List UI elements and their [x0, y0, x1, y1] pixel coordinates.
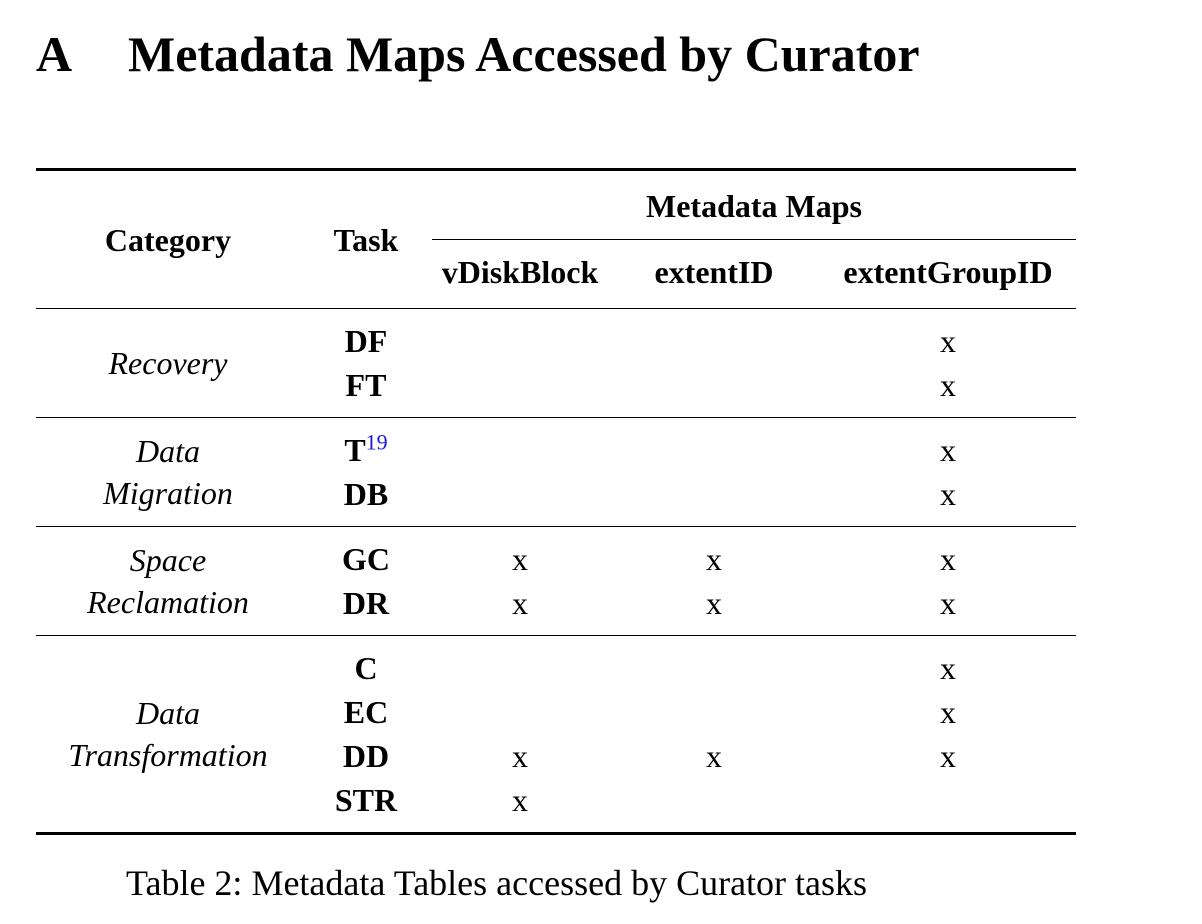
header-group-label: Metadata Maps	[646, 187, 862, 224]
table-group-row: Space Reclamation GC DR x x x x x x	[36, 526, 1077, 636]
category-label: Transformation	[68, 737, 268, 773]
access-mark: x	[512, 585, 528, 621]
task-name: EC	[343, 694, 389, 730]
access-mark: x	[940, 541, 956, 577]
section-title: Metadata Maps Accessed by Curator	[128, 26, 920, 82]
map-column-cell: x	[608, 635, 820, 835]
access-mark: x	[706, 585, 722, 621]
map-column-cell	[432, 417, 608, 527]
map-column-cell	[608, 417, 820, 527]
task-name: STR	[334, 782, 398, 818]
access-mark: x	[512, 782, 528, 818]
access-mark: x	[940, 694, 956, 730]
task-label: DF	[345, 319, 388, 363]
header-vdiskblock: vDiskBlock	[441, 253, 599, 290]
metadata-maps-table: Category Task Metadata Maps vDiskBlock e…	[36, 168, 1077, 835]
access-mark: x	[512, 738, 528, 774]
header-extentid: extentID	[654, 253, 774, 290]
access-mark: x	[940, 650, 956, 686]
task-label: T19	[344, 428, 387, 472]
header-row-top: Category Task Metadata Maps	[36, 169, 1077, 258]
table-group-row: Recovery DF FT x x	[36, 308, 1077, 418]
access-mark: x	[940, 476, 956, 512]
header-task: Task	[333, 222, 399, 258]
access-mark: x	[706, 738, 722, 774]
table-group-row: Data Migration T19 DB x x	[36, 417, 1077, 527]
map-column-cell	[608, 308, 820, 418]
task-name: T	[344, 432, 366, 468]
table-group-row: Data Transformation C EC DD STR x x x x x x	[36, 635, 1077, 835]
category-label: Data	[136, 695, 200, 731]
task-label: DR	[343, 581, 389, 625]
header-metadata-maps: Metadata Maps	[432, 169, 1077, 240]
category-label: Reclamation	[87, 584, 249, 620]
category-label: Space	[129, 542, 207, 578]
table-body: Recovery DF FT x x Data Migration T19 DB x x Space R…	[36, 308, 1077, 835]
metadata-maps-table-container: Category Task Metadata Maps vDiskBlock e…	[36, 168, 1077, 835]
task-label: STR	[335, 778, 397, 822]
header-category: Category	[104, 222, 232, 258]
task-cell: T19 DB	[300, 417, 432, 527]
category-cell: Space Reclamation	[36, 526, 300, 636]
task-name: DF	[344, 323, 388, 359]
task-label: DD	[343, 734, 389, 778]
access-mark: x	[706, 541, 722, 577]
access-mark: x	[512, 541, 528, 577]
footnote-link[interactable]: 19	[365, 429, 388, 455]
section-number: A	[36, 26, 73, 82]
access-mark: x	[940, 367, 956, 403]
header-extentgroupid: extentGroupID	[843, 253, 1053, 290]
task-cell: GC DR	[300, 526, 432, 636]
task-name: C	[354, 650, 378, 686]
task-name: GC	[342, 541, 390, 577]
category-label: Recovery	[108, 345, 228, 381]
access-mark: x	[940, 585, 956, 621]
table-caption: Table 2: Metadata Tables accessed by Cur…	[126, 863, 868, 903]
task-name: DB	[343, 476, 389, 512]
header-row-maps: vDiskBlock extentID extentGroupID	[36, 240, 1076, 309]
map-column-cell	[432, 308, 608, 418]
task-label: GC	[342, 537, 390, 581]
section-heading: A Metadata Maps Accessed by Curator	[36, 24, 920, 84]
category-label: Data	[136, 433, 200, 469]
task-cell: DF FT	[300, 308, 432, 418]
task-label: C	[354, 646, 377, 690]
task-label: EC	[344, 690, 388, 734]
access-mark: x	[940, 323, 956, 359]
task-name: DR	[342, 585, 390, 621]
access-mark: x	[940, 432, 956, 468]
category-cell: Recovery	[36, 308, 300, 418]
access-mark: x	[940, 738, 956, 774]
task-label: DB	[344, 472, 388, 516]
category-cell: Data Migration	[36, 417, 300, 527]
task-name: DD	[342, 738, 390, 774]
task-label: FT	[346, 363, 387, 407]
category-label: Migration	[103, 475, 233, 511]
task-name: FT	[345, 367, 387, 403]
category-cell: Data Transformation	[36, 635, 300, 835]
task-cell: C EC DD STR	[300, 635, 432, 835]
